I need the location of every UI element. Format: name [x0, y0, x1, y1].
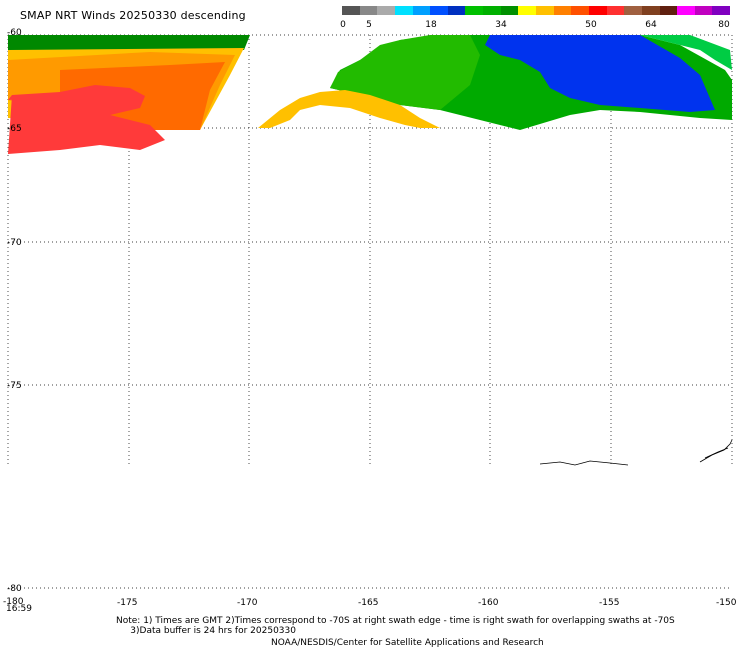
lon-label-150: -150 — [716, 598, 737, 608]
colorbar-segment — [536, 6, 554, 15]
colorbar-segment — [694, 6, 713, 15]
lat-label-75: -75 — [7, 381, 22, 391]
lon-label-155: -155 — [599, 598, 619, 608]
lon-label-175: -175 — [117, 598, 137, 608]
colorbar-segment — [624, 6, 642, 15]
colorbar-segment — [571, 6, 589, 15]
colorbar-segment — [359, 6, 378, 15]
note-line-2: 3)Data buffer is 24 hrs for 20250330 — [116, 626, 296, 636]
note-line-1: Note: 1) Times are GMT 2)Times correspon… — [116, 616, 675, 626]
colorbar-tick-5: 5 — [366, 20, 372, 30]
colorbar-segment — [377, 6, 395, 15]
credit-line: NOAA/NESDIS/Center for Satellite Applica… — [271, 638, 544, 648]
colorbar-tick-64: 64 — [645, 20, 657, 30]
colorbar-segment — [483, 6, 501, 15]
right-wind-swath — [258, 35, 732, 130]
wind-speed-colorbar — [342, 6, 731, 15]
colorbar-segment — [606, 6, 625, 15]
lat-label-65: -65 — [7, 124, 22, 134]
lon-label-165: -165 — [358, 598, 378, 608]
colorbar-segment — [447, 6, 466, 15]
lon-label-180: -180 — [3, 597, 24, 607]
colorbar-segment — [588, 6, 607, 15]
colorbar-tick-50: 50 — [585, 20, 597, 30]
colorbar-segment — [412, 6, 431, 15]
colorbar-segment — [394, 6, 413, 15]
colorbar-segment — [712, 6, 731, 15]
left-wind-swath — [8, 35, 250, 154]
colorbar-segment — [430, 6, 448, 15]
colorbar-segment — [641, 6, 660, 15]
colorbar-segment — [500, 6, 519, 15]
colorbar-tick-0: 0 — [340, 20, 346, 30]
colorbar-segment — [659, 6, 678, 15]
lon-label-160: -160 — [478, 598, 499, 608]
time-label: 16:59 — [6, 604, 32, 614]
colorbar-segment — [677, 6, 695, 15]
colorbar-segment — [342, 6, 360, 15]
coastline — [539, 439, 733, 466]
colorbar-segment — [465, 6, 484, 15]
colorbar-segment — [518, 6, 537, 15]
lat-label-60: -60 — [7, 28, 22, 38]
latitude-labels: -60 -65 -70 -75 -80 — [7, 28, 22, 594]
colorbar-segment — [553, 6, 572, 15]
colorbar-tick-18: 18 — [425, 20, 437, 30]
lat-label-80: -80 — [7, 584, 22, 594]
colorbar-tick-34: 34 — [495, 20, 507, 30]
longitude-labels: -180 -175 -170 -165 -160 -155 -150 — [3, 597, 737, 608]
map-title: SMAP NRT Winds 20250330 descending — [20, 9, 246, 22]
lon-label-170: -170 — [237, 598, 258, 608]
lat-label-70: -70 — [7, 238, 22, 248]
colorbar-tick-80: 80 — [718, 20, 730, 30]
